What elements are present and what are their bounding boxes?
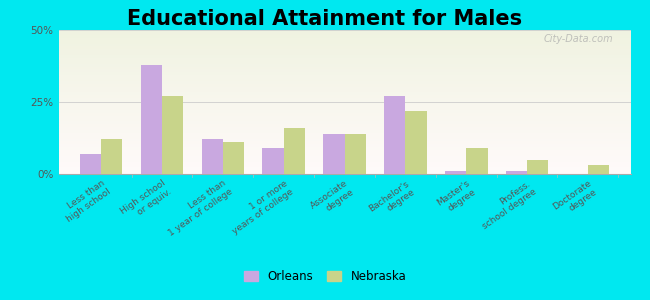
Bar [58,85,630,88]
Bar [58,64,630,68]
Bar [58,96,630,99]
Bar [80,154,101,174]
Bar [58,47,630,50]
Bar [58,163,630,165]
Bar [58,53,630,56]
Bar [58,59,630,62]
Bar [58,145,630,148]
Bar [58,119,630,122]
Bar [58,160,630,163]
Bar [506,171,527,174]
Bar [445,171,466,174]
Bar [58,111,630,113]
Legend: Orleans, Nebraska: Orleans, Nebraska [239,266,411,288]
Bar [283,128,305,174]
Bar [58,131,630,134]
Bar [323,134,345,174]
Bar [466,148,488,174]
Bar [58,50,630,53]
Bar [58,91,630,93]
Text: City-Data.com: City-Data.com [543,34,614,44]
Bar [58,128,630,131]
Bar [58,70,630,73]
Bar [58,168,630,171]
Bar [58,154,630,157]
Bar [58,134,630,136]
Bar [58,88,630,91]
Bar [58,82,630,85]
Bar [58,148,630,151]
Bar [58,62,630,64]
Bar [263,148,283,174]
Bar [58,105,630,108]
Bar [344,134,366,174]
Bar [406,111,426,174]
Bar [58,108,630,111]
Bar [58,73,630,76]
Bar [58,125,630,128]
Bar [58,76,630,79]
Bar [58,136,630,140]
Bar [58,151,630,154]
Bar [58,99,630,102]
Bar [162,96,183,174]
Text: Educational Attainment for Males: Educational Attainment for Males [127,9,523,29]
Bar [58,33,630,36]
Bar [58,68,630,70]
Bar [58,39,630,41]
Bar [384,96,406,174]
Bar [527,160,549,174]
Bar [58,44,630,47]
Bar [58,171,630,174]
Bar [58,102,630,105]
Bar [140,64,162,174]
Bar [58,122,630,125]
Bar [58,140,630,142]
Bar [58,113,630,116]
Bar [58,142,630,145]
Bar [58,93,630,96]
Bar [101,140,122,174]
Bar [58,41,630,44]
Bar [58,165,630,168]
Bar [223,142,244,174]
Bar [58,56,630,59]
Bar [58,116,630,119]
Bar [588,165,609,174]
Bar [58,36,630,39]
Bar [58,30,630,33]
Bar [58,157,630,160]
Bar [58,79,630,82]
Bar [202,140,223,174]
